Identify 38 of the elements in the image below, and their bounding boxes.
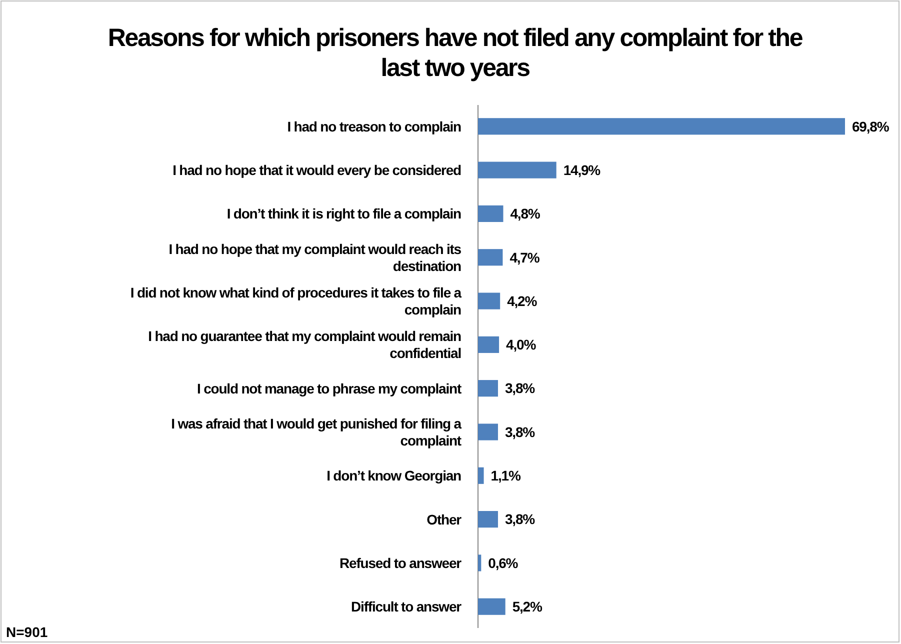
y-tick-label: Refused to answeer bbox=[340, 554, 462, 571]
bar bbox=[478, 249, 503, 266]
bar bbox=[478, 511, 498, 528]
bar bbox=[478, 598, 506, 615]
data-label: 4,8% bbox=[510, 206, 541, 222]
data-label: 69,8% bbox=[852, 118, 890, 134]
bar bbox=[478, 205, 504, 222]
bar bbox=[478, 292, 500, 310]
data-label: 3,8% bbox=[504, 380, 536, 396]
y-tick-label: Other bbox=[426, 511, 462, 528]
bar bbox=[478, 162, 556, 178]
y-tick-label: I don’t know Georgian bbox=[326, 468, 462, 484]
data-label: 4,0% bbox=[506, 336, 537, 353]
data-label: 3,8% bbox=[504, 424, 536, 440]
bar bbox=[478, 424, 498, 440]
y-tick-label: Difficult to answer bbox=[351, 598, 462, 615]
bar bbox=[478, 380, 498, 397]
y-tick-label: I had no hope that it would every be considered bbox=[172, 162, 462, 178]
text: N=901 bbox=[6, 624, 48, 640]
chart-title: Reasons for which prisoners have not filed any complaint for the last two years bbox=[108, 24, 804, 82]
bar bbox=[478, 118, 845, 135]
data-label: 4,2% bbox=[507, 292, 538, 309]
data-label: 4,7% bbox=[510, 249, 540, 266]
y-tick-label: I did not know what kind of procedures it takes to file a complain bbox=[130, 284, 462, 318]
y-tick-label: I had no treason to complain bbox=[287, 118, 462, 134]
y-tick-label: I was afraid that I would get punished for filing a complaint bbox=[171, 415, 462, 448]
y-tick-label: I had no guarantee that my complaint would remain confidential bbox=[148, 328, 462, 362]
bar bbox=[478, 336, 500, 353]
data-label: 3,8% bbox=[504, 511, 536, 528]
data-label: 0,6% bbox=[488, 554, 519, 571]
data-label: 1,1% bbox=[490, 468, 522, 484]
y-tick-label: I had no hope that my complaint would reach its destination bbox=[168, 240, 462, 274]
y-tick-label: I could not manage to phrase my complaint bbox=[197, 380, 462, 396]
data-label: 5,2% bbox=[512, 598, 544, 615]
data-label: 14,9% bbox=[563, 162, 602, 178]
y-tick-label: I don’t think it is right to file a complain bbox=[226, 206, 462, 222]
bar bbox=[478, 554, 482, 572]
bar bbox=[478, 467, 484, 484]
